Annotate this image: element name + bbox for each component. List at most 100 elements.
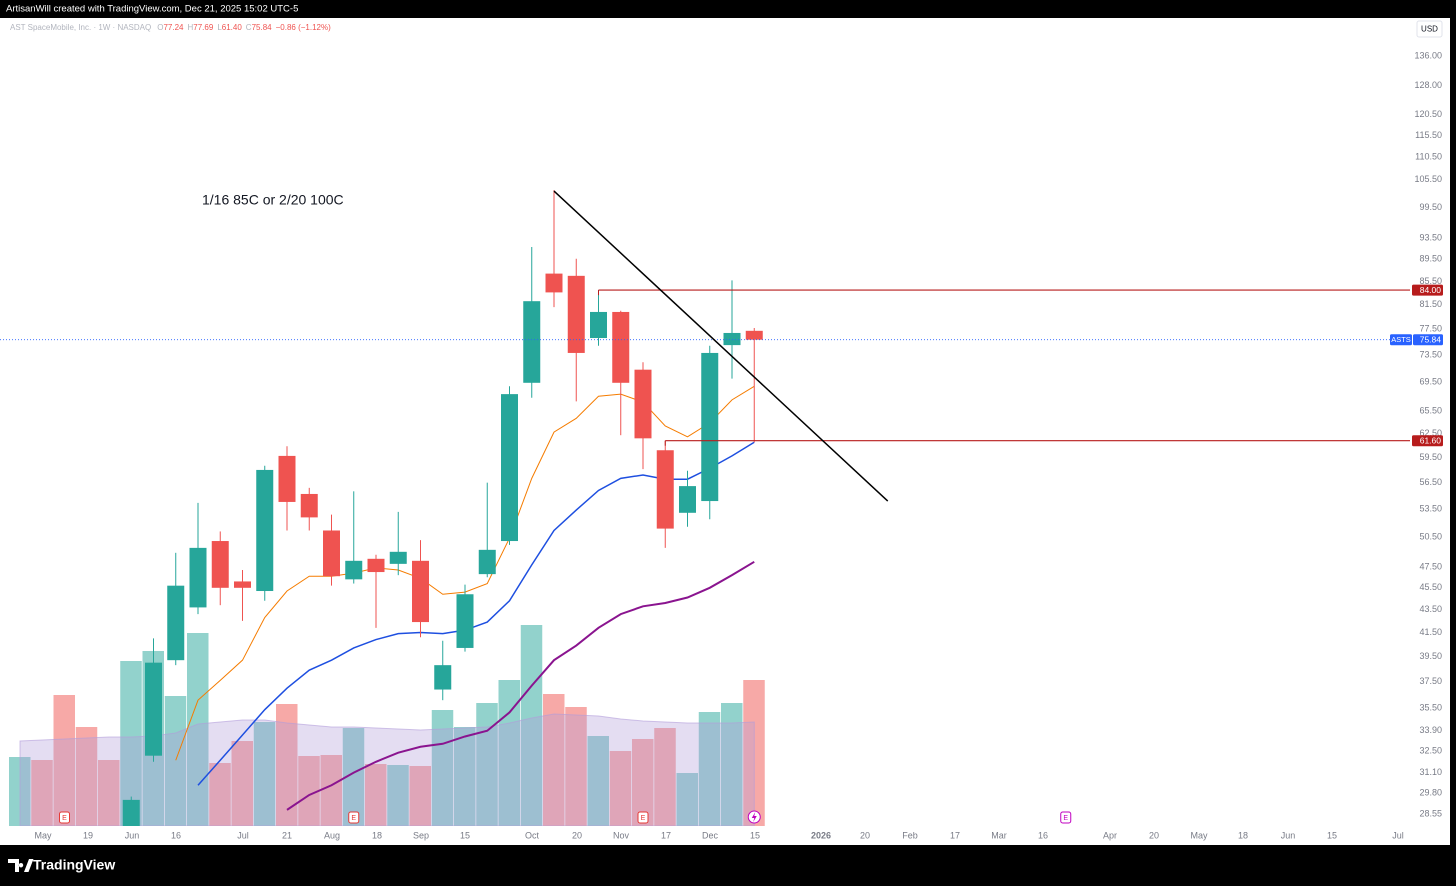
- y-tick-label: 47.50: [1419, 561, 1442, 571]
- y-tick-label: 33.90: [1419, 725, 1442, 735]
- y-tick-label: 28.55: [1419, 808, 1442, 818]
- candle-body: [300, 493, 318, 518]
- y-tick-label: 65.50: [1419, 405, 1442, 415]
- earnings-label: E: [641, 815, 646, 822]
- volume-bar: [431, 710, 454, 826]
- volume-bar: [520, 625, 543, 826]
- volume-bar: [298, 756, 320, 826]
- x-tick-label: Apr: [1103, 830, 1117, 840]
- earnings-badge: [1060, 811, 1072, 824]
- y-tick-label: 105.50: [1414, 174, 1442, 184]
- currency-box[interactable]: [1416, 20, 1443, 38]
- candle-body: [590, 311, 607, 339]
- candle-body: [612, 311, 630, 383]
- header: ArtisanWill created with TradingView.com…: [6, 4, 298, 15]
- volume-bar: [53, 695, 75, 826]
- volume-bar: [365, 764, 387, 826]
- x-tick-label: Oct: [525, 830, 540, 840]
- volume-bar: [75, 727, 98, 826]
- x-tick-label: Jun: [125, 830, 140, 840]
- earnings-label: E: [1063, 815, 1068, 822]
- candle-body: [701, 352, 719, 502]
- ohlc-label: C: [246, 23, 252, 32]
- annotation: 1/16 85C or 2/20 100C: [202, 192, 344, 208]
- volume-bar: [565, 707, 587, 826]
- candle-body: [434, 665, 452, 690]
- earnings-badge: [59, 811, 70, 824]
- split-marker[interactable]: [747, 810, 761, 824]
- candle-body: [122, 799, 140, 826]
- candle-body: [367, 558, 385, 573]
- volume-bar: [721, 703, 743, 826]
- candle-body: [234, 581, 251, 588]
- candle-body: [189, 547, 207, 608]
- y-tick-label: 35.50: [1419, 703, 1442, 713]
- candle-body: [656, 450, 674, 529]
- y-tick-label: 73.50: [1419, 349, 1442, 359]
- trendline: [553, 190, 889, 502]
- candle-body: [211, 541, 229, 588]
- y-tick-label: 77.50: [1419, 324, 1442, 334]
- x-tick-label: 20: [1149, 830, 1159, 840]
- earnings-marker[interactable]: E: [348, 811, 360, 824]
- level-label: 61.60: [1420, 435, 1442, 445]
- volume-bar: [654, 728, 676, 826]
- volume-bar: [342, 728, 365, 826]
- earnings-marker[interactable]: E: [59, 811, 70, 824]
- y-tick-label: 43.50: [1419, 604, 1442, 614]
- x-tick-label: May: [1190, 830, 1208, 840]
- x-tick-label: 17: [661, 830, 671, 840]
- y-tick-label: 115.50: [1415, 130, 1442, 140]
- candle-body: [167, 585, 185, 661]
- x-tick-label: 18: [1238, 830, 1248, 840]
- x-tick-label: 15: [460, 830, 470, 840]
- x-tick-label: Aug: [324, 830, 340, 840]
- brand: TradingView: [33, 857, 115, 873]
- x-tick-label: Sep: [413, 830, 429, 840]
- volume-bar: [587, 736, 609, 826]
- x-tick-label: 17: [950, 830, 960, 840]
- y-tick-label: 39.50: [1419, 651, 1442, 661]
- volume-bar: [476, 703, 498, 826]
- candle-body: [389, 551, 407, 564]
- ohlc-value: 77.24: [163, 23, 184, 32]
- level-label: 84.00: [1420, 285, 1442, 295]
- volume-bar: [320, 755, 342, 826]
- candle-body: [345, 560, 363, 580]
- earnings-marker[interactable]: E: [637, 811, 649, 824]
- volume-bar: [253, 722, 276, 826]
- x-tick-label: 15: [750, 830, 760, 840]
- volume-bar: [31, 760, 53, 826]
- volume-bar: [454, 727, 476, 826]
- earnings-label: E: [351, 815, 356, 822]
- volume-bar: [120, 661, 142, 826]
- volume-bar: [98, 760, 120, 826]
- candle-body: [679, 486, 696, 513]
- x-tick-label: Feb: [902, 830, 918, 840]
- y-tick-label: 62.50: [1419, 428, 1442, 438]
- x-tick-label: 20: [572, 830, 582, 840]
- y-tick-label: 59.50: [1419, 452, 1442, 462]
- y-tick-label: 81.50: [1419, 299, 1442, 309]
- candle-body: [634, 369, 652, 439]
- y-tick-label: 29.80: [1419, 788, 1442, 798]
- y-tick-label: 45.50: [1419, 582, 1442, 592]
- x-tick-label: Mar: [991, 830, 1007, 840]
- volume-bar: [231, 741, 253, 826]
- candle-body: [456, 594, 474, 648]
- y-tick-label: 110.50: [1415, 151, 1442, 161]
- candle-body: [256, 469, 274, 592]
- last-price-value: 75.84: [1420, 334, 1442, 344]
- x-tick-label: Dec: [702, 830, 719, 840]
- volume-bar: [676, 773, 698, 826]
- volume-bar: [543, 694, 565, 826]
- x-tick-label: 20: [860, 830, 870, 840]
- volume-bar: [187, 633, 209, 826]
- candle-body: [567, 275, 585, 353]
- earnings-marker[interactable]: E: [1060, 811, 1072, 824]
- moving-average: [286, 560, 755, 811]
- y-tick-label: 128.00: [1414, 80, 1442, 90]
- level-box: [1412, 435, 1443, 447]
- y-tick-label: 41.50: [1419, 627, 1442, 637]
